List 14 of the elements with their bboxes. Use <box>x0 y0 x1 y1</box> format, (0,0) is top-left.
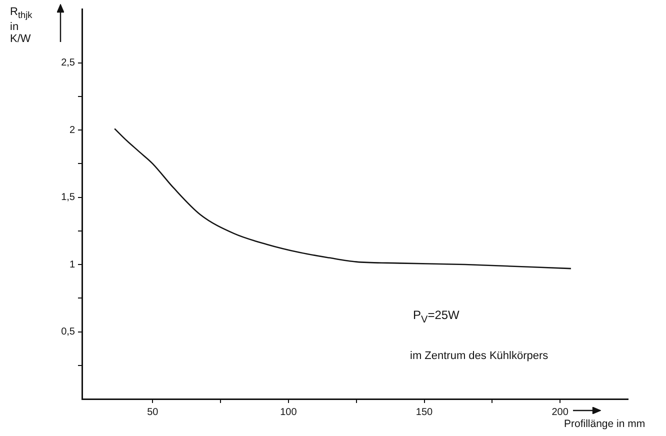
y-tick-label: 1,5 <box>61 192 76 204</box>
y-axis-title: R$_{thjk}$ in K/W <box>10 6 32 46</box>
x-tick-label: 50 <box>147 406 159 418</box>
x-axis-title: Profillänge in mm <box>564 418 646 430</box>
annotation: P$_{V}$=25W <box>413 308 460 326</box>
x-tick-label: 200 <box>552 406 569 418</box>
x-tick-label: 150 <box>416 406 434 418</box>
annotation: im Zentrum des Kühlkörpers <box>410 350 548 362</box>
line-series <box>114 128 572 270</box>
x-tick-label: 100 <box>280 406 298 418</box>
y-tick-label: 2,5 <box>61 58 76 69</box>
y-tick-label: 0,5 <box>61 326 76 338</box>
y-tick-label: 2 <box>69 124 76 136</box>
y-tick-label: 1 <box>69 259 76 270</box>
